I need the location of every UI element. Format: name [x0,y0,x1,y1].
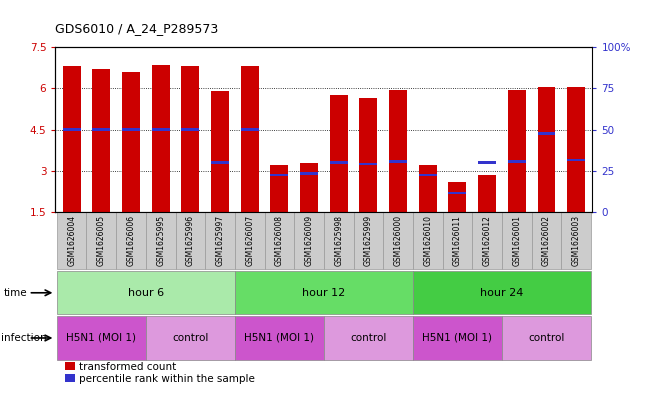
Bar [532,212,561,269]
Bar [182,128,199,131]
Bar [300,172,318,175]
Bar [270,165,288,212]
Bar [330,95,348,212]
Bar [449,182,466,212]
Text: H5N1 (MOI 1): H5N1 (MOI 1) [244,333,314,343]
Bar [87,212,116,269]
Bar [419,174,437,176]
Bar [122,72,140,212]
Bar [567,87,585,212]
Text: GSM1626000: GSM1626000 [394,215,402,266]
Text: GSM1626006: GSM1626006 [126,215,135,266]
Bar [502,316,591,360]
Bar [205,212,235,269]
Bar [567,158,585,161]
Bar [324,212,353,269]
Bar [413,212,443,269]
Bar [92,69,110,212]
Bar [389,160,407,163]
Text: GSM1626003: GSM1626003 [572,215,581,266]
Bar [359,163,378,165]
Bar [330,161,348,164]
Bar [300,163,318,212]
Bar [146,316,235,360]
Bar [508,90,525,212]
Bar [62,128,81,131]
Bar [116,212,146,269]
Text: GSM1625999: GSM1625999 [364,215,373,266]
Bar [176,212,205,269]
Bar [324,316,413,360]
Bar [211,161,229,164]
Bar [211,91,229,212]
Bar [241,66,258,212]
Text: GSM1626002: GSM1626002 [542,215,551,266]
Text: infection: infection [1,333,46,343]
Bar [241,128,258,131]
Bar [235,316,324,360]
Bar [152,65,169,212]
Text: GSM1626004: GSM1626004 [67,215,76,266]
Text: GSM1626008: GSM1626008 [275,215,284,266]
Text: GSM1626010: GSM1626010 [423,215,432,266]
Bar [92,128,110,131]
Bar [472,212,502,269]
Text: hour 12: hour 12 [302,288,346,298]
Bar [508,160,525,163]
Bar [478,161,496,164]
Bar [122,128,140,131]
Text: GSM1625997: GSM1625997 [215,215,225,266]
Legend: transformed count, percentile rank within the sample: transformed count, percentile rank withi… [61,357,259,388]
Text: GDS6010 / A_24_P289573: GDS6010 / A_24_P289573 [55,22,219,35]
Bar [235,271,413,314]
Bar [419,165,437,212]
Bar [502,212,532,269]
Bar [383,212,413,269]
Bar [146,212,176,269]
Text: time: time [3,288,27,298]
Text: control: control [172,333,208,343]
Bar [270,174,288,176]
Text: GSM1626012: GSM1626012 [482,215,492,266]
Text: GSM1626001: GSM1626001 [512,215,521,266]
Bar [57,271,235,314]
Bar [353,212,383,269]
Bar [538,132,555,135]
Bar [264,212,294,269]
Bar [478,175,496,212]
Text: GSM1626009: GSM1626009 [305,215,314,266]
Bar [294,212,324,269]
Text: GSM1625996: GSM1625996 [186,215,195,266]
Bar [538,87,555,212]
Text: control: control [528,333,564,343]
Bar [182,66,199,212]
Bar [449,191,466,194]
Bar [57,316,146,360]
Bar [561,212,591,269]
Text: GSM1626007: GSM1626007 [245,215,254,266]
Text: GSM1626005: GSM1626005 [97,215,106,266]
Bar [62,66,81,212]
Bar [443,212,472,269]
Text: H5N1 (MOI 1): H5N1 (MOI 1) [66,333,136,343]
Text: GSM1625995: GSM1625995 [156,215,165,266]
Text: hour 24: hour 24 [480,288,523,298]
Bar [389,90,407,212]
Text: hour 6: hour 6 [128,288,164,298]
Text: GSM1626011: GSM1626011 [453,215,462,266]
Bar [413,316,502,360]
Text: H5N1 (MOI 1): H5N1 (MOI 1) [422,333,492,343]
Bar [57,212,87,269]
Bar [152,128,169,131]
Bar [359,98,378,212]
Bar [235,212,264,269]
Text: GSM1625998: GSM1625998 [334,215,343,266]
Bar [413,271,591,314]
Text: control: control [350,333,387,343]
